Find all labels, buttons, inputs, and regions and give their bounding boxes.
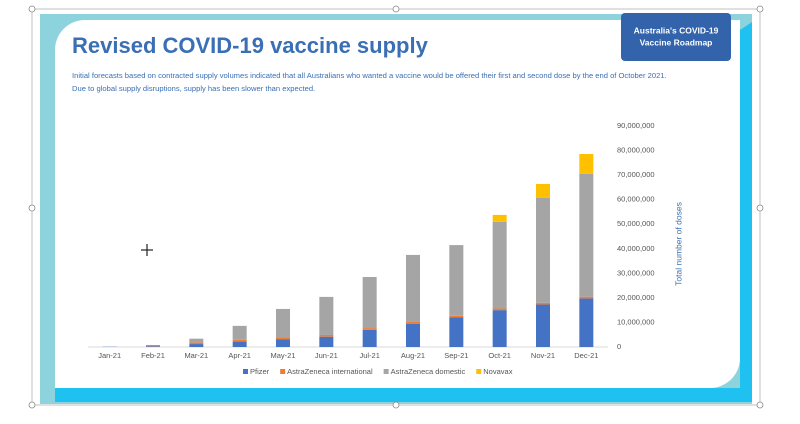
legend-label: Pfizer: [250, 367, 270, 376]
move-cursor: [141, 244, 153, 256]
bar-segment: [492, 221, 507, 309]
legend-swatch: [243, 369, 248, 374]
bar-segment: [276, 308, 290, 338]
y-axis-title: Total number of doses: [673, 202, 683, 286]
bar-segment: [536, 183, 550, 198]
subtitle: Due to global supply disruptions, supply…: [72, 84, 315, 93]
bar-segment: [362, 328, 377, 330]
x-tick-label: Jan-21: [98, 351, 121, 360]
bar-segment: [276, 337, 290, 340]
x-tick-label: Jun-21: [315, 351, 338, 360]
bar-segment: [449, 317, 464, 347]
x-tick-label: Mar-21: [184, 351, 208, 360]
x-tick-label: May-21: [270, 351, 295, 360]
bar-segment: [449, 245, 464, 316]
bar-segment: [579, 298, 594, 347]
bar-segment: [362, 277, 377, 329]
x-tick-label: Jul-21: [359, 351, 379, 360]
legend-swatch: [383, 369, 389, 374]
selection-handles[interactable]: [28, 5, 764, 409]
bar-segment: [449, 315, 464, 318]
legend-label: Novavax: [483, 367, 512, 376]
x-tick-label: Sep-21: [444, 351, 468, 360]
bar-segment: [492, 310, 507, 347]
bar-segment: [492, 308, 507, 311]
chart: 0 10,000,000 20,000,000 30,000,000 40,000,00…: [88, 121, 655, 376]
bar-segment: [406, 254, 420, 322]
bar-segment: [319, 296, 334, 335]
x-tick-label: Apr-21: [228, 351, 251, 360]
bar-segment: [146, 345, 160, 347]
bar-segment: [579, 296, 594, 299]
y-tick-label: 90,000,000: [617, 121, 655, 130]
y-tick-label: 10,000,000: [617, 317, 655, 326]
bar-segment: [146, 346, 160, 347]
y-tick-label: 60,000,000: [617, 195, 655, 204]
x-tick-label: Nov-21: [531, 351, 555, 360]
x-tick-label: Feb-21: [141, 351, 165, 360]
bar-segment: [189, 338, 204, 343]
bar-segment: [232, 325, 247, 340]
bar-segment: [319, 334, 334, 337]
legend-label: AstraZeneca domestic: [391, 367, 466, 376]
bar-segment: [536, 302, 550, 305]
x-tick-label: Aug-21: [401, 351, 425, 360]
y-tick-label: 30,000,000: [617, 268, 655, 277]
y-tick-label: 80,000,000: [617, 146, 655, 155]
badge-text: Australia's COVID-19: [634, 25, 719, 35]
legend-label: AstraZeneca international: [287, 367, 373, 376]
y-tick-label: 0: [617, 342, 621, 351]
bar-segment: [492, 214, 507, 222]
badge-text: Vaccine Roadmap: [640, 37, 713, 47]
chart-title: Revised COVID-19 vaccine supply: [72, 33, 429, 58]
bar-segment: [579, 153, 594, 174]
bar-segment: [276, 339, 290, 347]
legend-swatch: [280, 369, 286, 374]
legend-swatch: [476, 369, 482, 374]
y-tick-label: 40,000,000: [617, 244, 655, 253]
bar-segment: [579, 173, 594, 297]
bar-segment: [232, 341, 247, 347]
y-tick-label: 70,000,000: [617, 170, 655, 179]
x-tick-label: Dec-21: [574, 351, 598, 360]
slide-panel: [55, 20, 740, 388]
bar-segment: [319, 336, 334, 347]
bar-segment: [406, 321, 420, 324]
bar-segment: [536, 197, 550, 303]
slide-panel-corner: [55, 300, 95, 388]
y-tick-label: 20,000,000: [617, 293, 655, 302]
bar-segment: [362, 329, 377, 347]
x-tick-label: Oct-21: [488, 351, 511, 360]
bar-segment: [232, 339, 247, 342]
bar-segment: [189, 344, 204, 347]
bar-segment: [189, 342, 204, 345]
subtitle: Initial forecasts based on contracted su…: [72, 71, 667, 80]
bar-segment: [536, 304, 550, 347]
y-tick-label: 50,000,000: [617, 219, 655, 228]
badge: [621, 13, 731, 61]
bar-segment: [406, 323, 420, 347]
